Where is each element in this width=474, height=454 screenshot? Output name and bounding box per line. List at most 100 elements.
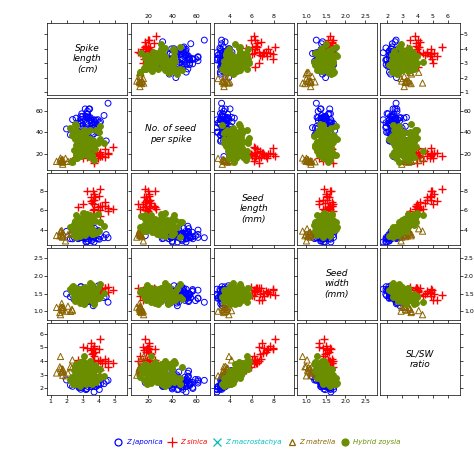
Point: [320, 232, 328, 240]
Point: [222, 51, 229, 58]
Point: [181, 297, 189, 304]
Point: [400, 129, 407, 136]
Point: [228, 51, 235, 58]
Point: [392, 36, 400, 44]
Point: [327, 137, 334, 144]
Point: [402, 300, 410, 307]
Point: [74, 146, 82, 153]
Point: [326, 155, 333, 162]
Point: [160, 381, 167, 388]
Point: [440, 154, 448, 161]
Point: [242, 367, 249, 374]
Point: [194, 53, 202, 60]
Point: [409, 295, 416, 302]
Point: [81, 289, 88, 296]
Point: [321, 57, 329, 64]
Point: [393, 232, 401, 239]
Point: [86, 286, 93, 294]
Point: [147, 350, 155, 358]
Point: [231, 372, 239, 379]
Point: [224, 379, 231, 386]
Point: [159, 63, 167, 70]
Point: [320, 227, 328, 234]
Point: [170, 288, 178, 296]
Point: [392, 294, 400, 301]
Point: [250, 49, 258, 56]
Point: [225, 296, 233, 303]
Point: [317, 231, 324, 238]
Point: [142, 292, 149, 299]
Point: [185, 53, 192, 60]
Point: [53, 158, 60, 165]
Point: [321, 360, 329, 368]
Point: [225, 142, 233, 149]
Point: [74, 203, 82, 211]
Point: [419, 158, 426, 165]
Point: [67, 363, 74, 370]
Point: [81, 369, 88, 376]
Point: [327, 345, 335, 353]
Point: [238, 144, 246, 151]
Point: [75, 129, 83, 136]
Point: [220, 51, 228, 58]
Point: [59, 233, 66, 241]
Point: [72, 154, 80, 161]
Point: [314, 231, 321, 238]
Point: [321, 113, 329, 120]
Point: [189, 56, 197, 63]
Point: [90, 124, 97, 132]
Point: [228, 299, 235, 306]
Point: [149, 362, 157, 369]
Point: [87, 197, 94, 204]
Point: [148, 58, 155, 65]
Point: [86, 337, 93, 345]
Point: [388, 138, 396, 145]
Point: [319, 219, 326, 227]
Point: [143, 175, 151, 183]
Point: [318, 53, 326, 60]
Point: [218, 47, 225, 54]
Point: [82, 158, 89, 166]
Point: [143, 226, 151, 233]
Point: [309, 124, 316, 131]
Point: [184, 290, 192, 297]
Point: [155, 364, 162, 371]
Point: [258, 153, 265, 161]
Point: [221, 52, 229, 59]
Point: [157, 210, 164, 217]
Point: [84, 227, 91, 234]
Point: [390, 227, 397, 234]
Point: [228, 146, 236, 153]
Point: [189, 235, 197, 242]
Point: [151, 50, 159, 58]
Point: [304, 77, 311, 84]
Point: [386, 235, 393, 242]
Point: [393, 295, 401, 302]
Point: [142, 186, 149, 193]
Point: [152, 370, 159, 377]
Point: [322, 119, 329, 127]
Point: [255, 49, 263, 56]
Point: [226, 294, 233, 301]
Point: [91, 119, 99, 127]
Point: [87, 149, 94, 157]
Point: [401, 83, 408, 90]
Point: [160, 294, 167, 301]
Point: [322, 51, 329, 59]
Point: [318, 212, 326, 219]
Point: [222, 70, 229, 78]
Point: [85, 374, 93, 381]
Point: [168, 229, 176, 236]
Point: [219, 373, 226, 380]
Point: [219, 302, 226, 309]
Point: [153, 32, 160, 39]
Point: [405, 45, 412, 53]
Point: [326, 220, 333, 227]
Point: [168, 63, 176, 70]
Point: [143, 290, 150, 297]
Point: [219, 67, 226, 74]
Point: [253, 357, 260, 365]
Point: [327, 135, 334, 142]
Point: [160, 55, 167, 63]
Point: [84, 379, 91, 386]
